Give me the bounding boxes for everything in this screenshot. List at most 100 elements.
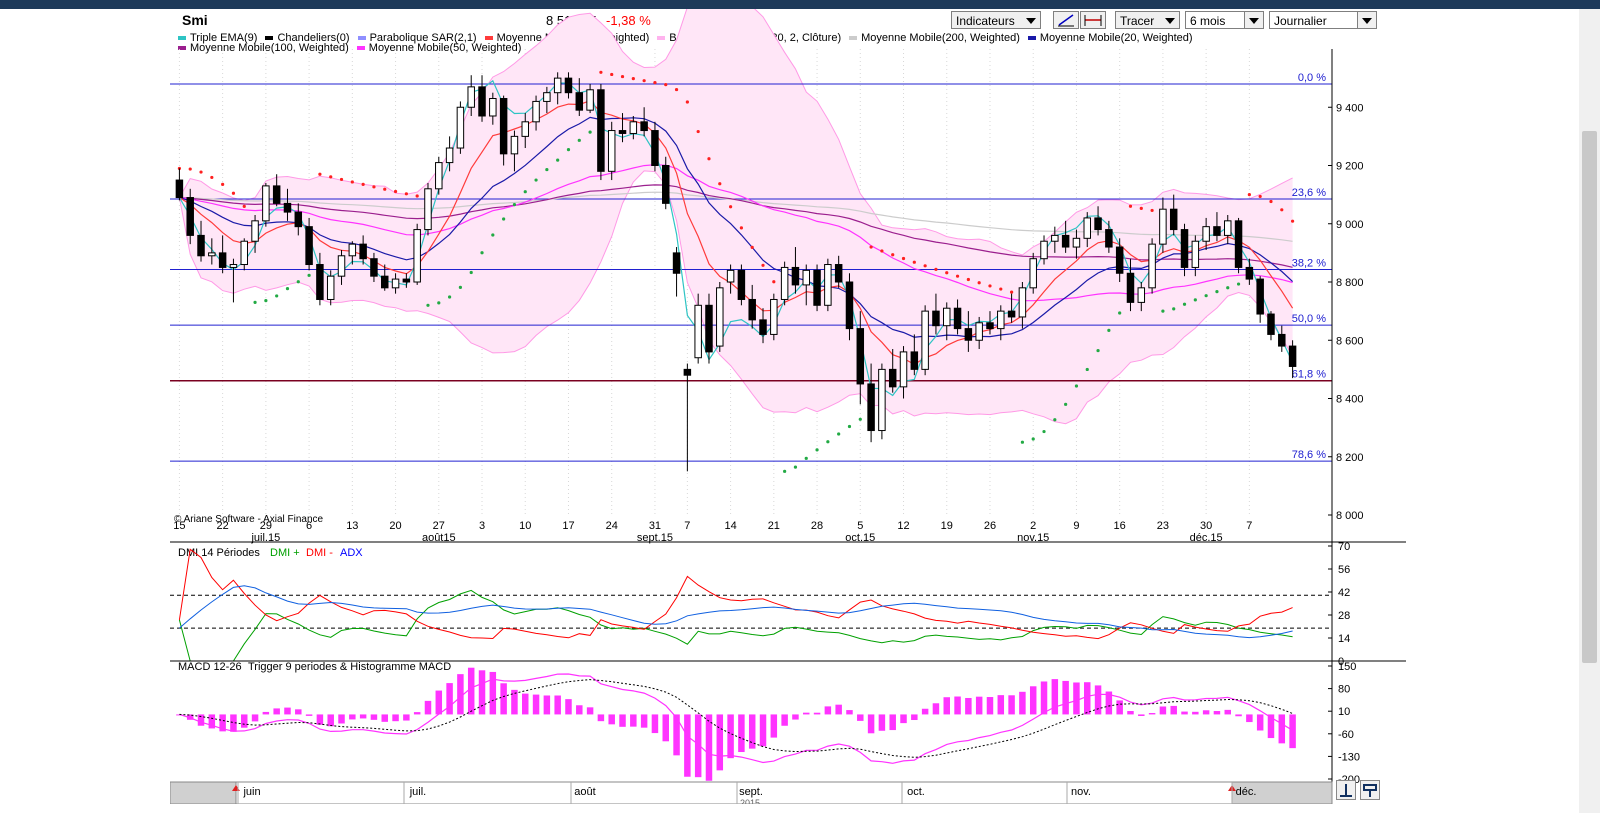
sar-dot xyxy=(577,138,581,142)
legend-label: Moyenne Mobile(100, Weighted) xyxy=(190,42,349,54)
price-axis-label: 8 400 xyxy=(1336,394,1364,406)
layout-button[interactable] xyxy=(1360,780,1380,800)
candle-body xyxy=(856,328,865,385)
candle-body xyxy=(597,89,605,172)
sar-dot xyxy=(523,190,527,194)
macd-histogram-bar xyxy=(1062,680,1069,715)
macd-histogram-bar xyxy=(500,683,507,715)
candle-body xyxy=(175,179,184,199)
sar-dot xyxy=(1290,219,1295,223)
candle-body xyxy=(229,264,238,268)
macd-histogram-bar xyxy=(1116,700,1123,715)
chevron-down-icon xyxy=(1362,18,1372,24)
scrollbar-thumb[interactable] xyxy=(1582,131,1597,663)
macd-histogram-bar xyxy=(640,714,648,728)
interval-select[interactable]: Journalier xyxy=(1269,11,1377,29)
chart-toolbar: Smi 8 513,75 -1,38 % Indicateurs Tracer … xyxy=(170,9,1406,33)
sar-dot xyxy=(988,284,992,288)
candle-body xyxy=(251,220,259,242)
chevron-down-icon xyxy=(1249,18,1259,24)
indicators-dropdown[interactable]: Indicateurs xyxy=(951,11,1041,29)
sar-dot xyxy=(1280,208,1284,212)
sar-dot xyxy=(1182,302,1187,306)
sar-dot xyxy=(188,167,192,171)
date-tick-label: 7 xyxy=(684,520,690,532)
price-change: -1,38 % xyxy=(606,13,651,28)
candle-body xyxy=(510,135,519,155)
candle-body xyxy=(489,98,497,117)
sar-dot xyxy=(783,469,787,473)
triple-ema-line xyxy=(178,79,1294,397)
macd-histogram-bar xyxy=(1159,706,1167,715)
candle-body xyxy=(435,162,443,190)
macd-histogram-bar xyxy=(943,697,950,715)
sar-dot xyxy=(955,274,960,278)
vertical-scrollbar[interactable] xyxy=(1579,9,1600,813)
sar-dot xyxy=(329,175,333,179)
dmi-minus-label: DMI - xyxy=(306,547,333,559)
dmi-minus-line xyxy=(178,548,1293,640)
dmi-axis-label: 70 xyxy=(1338,541,1350,553)
date-tick-label: 10 xyxy=(519,520,531,532)
sar-dot xyxy=(588,130,592,134)
tracer-dropdown[interactable]: Tracer xyxy=(1115,11,1180,29)
macd-histogram-bar xyxy=(1278,714,1286,744)
macd-histogram-bar xyxy=(1224,709,1231,715)
macd-axis-label: 150 xyxy=(1338,661,1356,673)
sar-dot xyxy=(847,424,852,429)
macd-histogram-bar xyxy=(597,714,605,722)
sar-dot xyxy=(469,270,473,275)
sar-dot xyxy=(1236,282,1241,286)
sar-dot xyxy=(307,273,311,277)
candle-body xyxy=(662,165,670,204)
legend-swatch xyxy=(1027,36,1036,41)
macd-histogram-bar xyxy=(867,714,875,734)
navigator-month-label: oct. xyxy=(907,786,925,798)
macd-axis-label: -130 xyxy=(1338,751,1360,763)
candle-body xyxy=(1288,345,1297,367)
sar-dot xyxy=(566,147,571,152)
macd-histogram-bar xyxy=(835,704,842,715)
zoom-button[interactable] xyxy=(1336,780,1356,800)
legend-item: Moyenne Mobile(200, Weighted) xyxy=(849,33,1020,44)
macd-histogram-bar xyxy=(716,714,724,771)
sar-dot xyxy=(901,256,906,261)
candle-body xyxy=(964,328,973,341)
draw-line-button[interactable] xyxy=(1053,11,1079,29)
fibonacci-label: 38,2 % xyxy=(1292,257,1326,269)
draw-hline-button[interactable] xyxy=(1080,11,1106,29)
candle-body xyxy=(607,130,616,172)
legend-label: Triple EMA(9) xyxy=(190,32,258,44)
macd-histogram-bar xyxy=(803,712,810,715)
candle-body xyxy=(1061,234,1070,248)
macd-histogram-bar xyxy=(435,690,443,715)
copyright-text: © Ariane Software - Axial Finance xyxy=(174,514,324,525)
candle-body xyxy=(640,121,648,132)
chart-canvas[interactable]: 0,0 % 23,6 % 38,2 % 50,0 % 61,8 % 78,6 % 9 40… xyxy=(170,9,1406,804)
macd-histogram-bar xyxy=(813,712,821,715)
candle-body xyxy=(986,322,994,330)
macd-histogram-bar xyxy=(370,714,378,720)
legend-swatch xyxy=(265,36,274,41)
macd-histogram-bar xyxy=(684,714,691,777)
candle-body xyxy=(1105,229,1113,248)
candle-body xyxy=(997,310,1005,330)
legend-swatch xyxy=(178,46,186,51)
date-tick-label: 16 xyxy=(1114,520,1126,532)
sar-dot xyxy=(415,194,419,198)
period-select[interactable]: 6 mois xyxy=(1185,11,1264,29)
dmi-plus-line xyxy=(178,589,1293,662)
sar-dot xyxy=(199,170,203,174)
candle-body xyxy=(208,252,216,257)
candle-body xyxy=(1115,246,1124,274)
candle-body xyxy=(1094,217,1102,231)
price-axis-label: 9 400 xyxy=(1336,102,1364,114)
sar-dot xyxy=(1215,290,1219,294)
candle-body xyxy=(932,310,940,327)
macd-histogram-bar xyxy=(1029,686,1037,715)
sar-dot xyxy=(393,189,398,194)
sar-dot xyxy=(1107,328,1111,332)
macd-histogram-bar xyxy=(759,714,767,747)
macd-axis-label: 10 xyxy=(1338,706,1350,718)
sar-dot xyxy=(1139,206,1143,210)
